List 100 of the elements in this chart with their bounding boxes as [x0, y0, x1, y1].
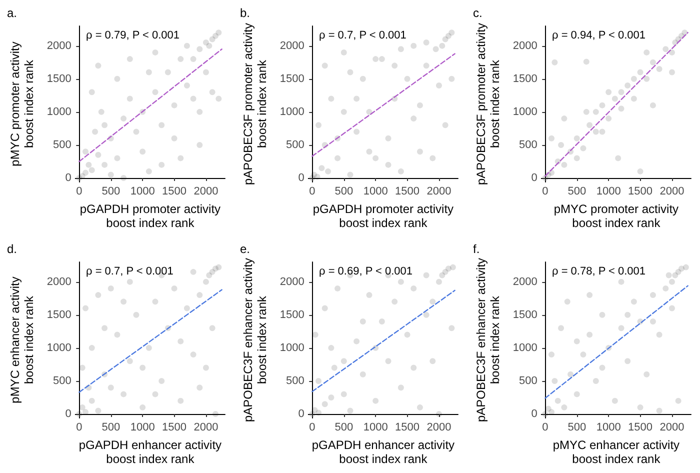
point — [650, 102, 656, 108]
point — [564, 298, 570, 305]
point — [140, 148, 146, 155]
point — [630, 76, 637, 82]
point — [662, 46, 669, 52]
annotation: ρ = 0.78, P < 0.001 — [552, 266, 646, 278]
point — [108, 384, 114, 391]
x-tick-label: 1500 — [162, 186, 187, 198]
point — [120, 175, 127, 182]
x-tick-label: 0 — [76, 422, 82, 434]
point — [624, 358, 631, 364]
y-tick-label: 1500 — [512, 72, 538, 85]
point — [120, 116, 127, 122]
y-tick-label: 1000 — [512, 106, 538, 118]
point — [318, 165, 325, 172]
point — [202, 40, 209, 46]
point — [448, 76, 455, 82]
x-tick-label: 1500 — [628, 186, 653, 198]
point — [158, 378, 165, 384]
point — [423, 62, 430, 69]
y-tick-label: 1000 — [512, 342, 538, 354]
point — [88, 167, 95, 174]
x-tick-label: 500 — [568, 422, 586, 434]
point — [316, 410, 322, 416]
point — [190, 96, 196, 102]
y-axis-title: pMYC promoter activity boost index rank — [8, 42, 36, 166]
point — [385, 162, 392, 168]
x-tick-label: 500 — [102, 422, 120, 434]
point — [592, 378, 599, 384]
x-axis-title: pGAPDH promoter activity boost index rank — [312, 202, 454, 230]
point — [385, 358, 392, 364]
point — [644, 76, 650, 82]
x-tick-label: 0 — [309, 422, 316, 434]
point — [190, 56, 196, 62]
point — [656, 66, 662, 72]
x-axis-title: pMYC enhancer activity boost index rank — [552, 438, 680, 466]
x-tick-label: 500 — [334, 186, 354, 198]
point — [668, 305, 675, 312]
point — [184, 82, 190, 88]
point — [98, 108, 104, 115]
x-tick-label: 1000 — [130, 422, 155, 434]
x-tick-label: 1500 — [395, 186, 420, 198]
point — [448, 325, 455, 332]
point — [432, 46, 439, 52]
point — [88, 398, 95, 404]
point — [196, 384, 203, 391]
point — [171, 102, 178, 108]
point — [366, 292, 372, 298]
point — [561, 162, 568, 168]
point — [209, 89, 216, 96]
point — [548, 352, 555, 358]
point — [404, 76, 410, 82]
point — [190, 352, 196, 358]
point — [423, 272, 430, 278]
point — [624, 312, 631, 318]
point — [561, 404, 568, 410]
point — [354, 128, 360, 135]
point — [340, 108, 347, 115]
point — [202, 278, 209, 285]
point — [347, 69, 354, 76]
point — [436, 278, 442, 285]
y-tick-label: 0 — [531, 172, 538, 184]
point — [216, 30, 222, 36]
point — [442, 122, 448, 128]
point — [592, 128, 599, 135]
point — [322, 305, 328, 312]
x-tick-label: 0 — [542, 422, 548, 434]
point — [574, 155, 580, 162]
y-tick-label: 0 — [298, 172, 304, 184]
point — [430, 298, 436, 305]
y-tick-label: 2000 — [46, 40, 72, 52]
point — [583, 108, 590, 115]
point — [322, 62, 328, 69]
point — [650, 292, 656, 298]
point — [410, 364, 417, 371]
point — [416, 148, 423, 155]
point — [95, 292, 102, 298]
point — [178, 338, 184, 344]
point — [552, 59, 558, 66]
point — [662, 285, 669, 292]
point — [108, 172, 114, 178]
point — [76, 411, 82, 418]
point — [372, 56, 379, 62]
point — [171, 135, 178, 142]
point — [558, 142, 564, 148]
point — [430, 358, 436, 364]
point — [360, 318, 366, 324]
point — [392, 62, 398, 69]
point — [184, 42, 190, 49]
y-axis-title: pAPOBEC3F promoter activity boost index rank — [474, 22, 502, 186]
point — [322, 401, 328, 408]
x-axis-title: pGAPDH enhancer activity boost index rank — [312, 438, 455, 466]
x-tick-label: 2000 — [194, 422, 218, 434]
point — [82, 148, 89, 155]
x-tick-label: 2000 — [660, 422, 684, 434]
chart-title: e. — [240, 242, 250, 256]
point — [398, 46, 404, 52]
y-tick-label: 500 — [286, 374, 304, 387]
point — [209, 325, 216, 332]
point — [126, 278, 133, 285]
